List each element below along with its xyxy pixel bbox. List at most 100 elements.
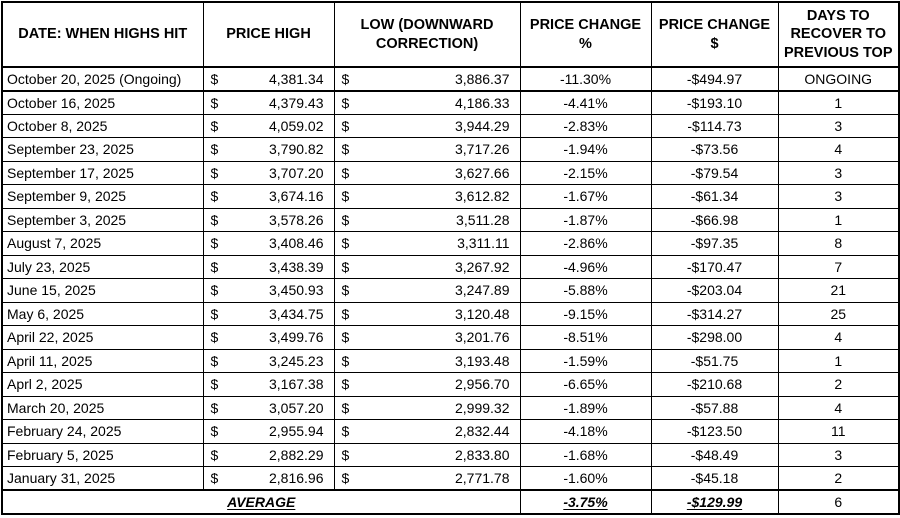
cell-days-to-recover: 4: [777, 137, 900, 162]
average-section: AVERAGE -3.75% -$129.99 6: [1, 489, 900, 515]
currency-symbol: $: [210, 70, 219, 87]
cell-date: March 20, 2025: [1, 395, 204, 420]
cell-date: October 20, 2025 (Ongoing): [1, 66, 204, 92]
cell-days-to-recover: 21: [777, 278, 900, 303]
amount-value: 3,886.37: [455, 70, 510, 87]
cell-days-to-recover: 2: [777, 372, 900, 397]
header-price-change-pct: PRICE CHANGE %: [519, 1, 652, 68]
cell-high-amount: $3,578.26: [202, 207, 335, 232]
cell-low-amount: $3,886.37: [333, 66, 521, 92]
average-label: AVERAGE: [227, 493, 296, 510]
cell-price-change-pct: -4.18%: [519, 419, 652, 444]
cell-days-to-recover: 3: [777, 160, 900, 185]
cell-price-change-usd: -$193.10: [650, 90, 779, 115]
currency-symbol: $: [210, 305, 219, 322]
amount-value: 4,186.33: [455, 94, 510, 111]
amount-value: 3,707.20: [269, 164, 324, 181]
cell-price-change-usd: -$48.49: [650, 442, 779, 467]
header-days-to-recover: DAYS TO RECOVER TO PREVIOUS TOP: [777, 1, 900, 68]
currency-symbol: $: [341, 164, 350, 181]
cell-low-amount: $4,186.33: [333, 90, 521, 115]
amount-value: 3,434.75: [269, 305, 324, 322]
cell-date: September 17, 2025: [1, 160, 204, 185]
amount-value: 3,450.93: [269, 282, 324, 299]
cell-price-change-pct: -5.88%: [519, 278, 652, 303]
currency-symbol: $: [341, 211, 350, 228]
cell-days-to-recover: 3: [777, 184, 900, 209]
header-date: DATE: WHEN HIGHS HIT: [1, 1, 204, 68]
amount-value: 2,771.78: [455, 470, 510, 486]
cell-low-amount: $3,717.26: [333, 137, 521, 162]
table-row: September 3, 2025 $3,578.26 $3,511.28 -1.87…: [1, 207, 900, 232]
table-row: February 5, 2025 $2,882.29 $2,833.80 -1.68%…: [1, 442, 900, 467]
amount-value: 2,816.96: [269, 470, 324, 486]
amount-value: 3,944.29: [455, 117, 510, 134]
amount-value: 3,627.66: [455, 164, 510, 181]
cell-price-change-usd: -$298.00: [650, 325, 779, 350]
cell-price-change-usd: -$79.54: [650, 160, 779, 185]
table-row: September 23, 2025 $3,790.82 $3,717.26 -1.9…: [1, 137, 900, 162]
cell-low-amount: $3,511.28: [333, 207, 521, 232]
currency-symbol: $: [210, 188, 219, 205]
cell-price-change-usd: -$203.04: [650, 278, 779, 303]
amount-value: 4,379.43: [269, 94, 324, 111]
cell-low-amount: $2,832.44: [333, 419, 521, 444]
table-row: October 8, 2025 $4,059.02 $3,944.29 -2.83% -…: [1, 113, 900, 138]
amount-value: 3,267.92: [455, 258, 510, 275]
amount-value: 3,201.76: [455, 329, 510, 346]
table-row: October 20, 2025 (Ongoing) $4,381.34 $3,88…: [1, 66, 900, 92]
amount-value: 2,956.70: [455, 376, 510, 393]
cell-price-change-usd: -$51.75: [650, 348, 779, 373]
average-label-cell: AVERAGE: [1, 489, 521, 515]
currency-symbol: $: [210, 94, 219, 111]
amount-value: 3,438.39: [269, 258, 324, 275]
cell-price-change-usd: -$97.35: [650, 231, 779, 256]
cell-date: October 16, 2025: [1, 90, 204, 115]
currency-symbol: $: [341, 446, 350, 463]
currency-symbol: $: [341, 117, 350, 134]
cell-price-change-pct: -2.15%: [519, 160, 652, 185]
cell-days-to-recover: 1: [777, 348, 900, 373]
cell-date: July 23, 2025: [1, 254, 204, 279]
cell-price-change-pct: -1.87%: [519, 207, 652, 232]
table-row: October 16, 2025 $4,379.43 $4,186.33 -4.41%…: [1, 90, 900, 115]
cell-high-amount: $3,245.23: [202, 348, 335, 373]
amount-value: 3,717.26: [455, 141, 510, 158]
table-row: September 9, 2025 $3,674.16 $3,612.82 -1.67…: [1, 184, 900, 209]
cell-date: Aprl 2, 2025: [1, 372, 204, 397]
currency-symbol: $: [341, 70, 350, 87]
amount-value: 3,790.82: [269, 141, 324, 158]
cell-days-to-recover: 2: [777, 466, 900, 491]
currency-symbol: $: [341, 235, 350, 252]
table-row: Aprl 2, 2025 $3,167.38 $2,956.70 -6.65% -$21…: [1, 372, 900, 397]
currency-symbol: $: [210, 117, 219, 134]
cell-date: June 15, 2025: [1, 278, 204, 303]
currency-symbol: $: [210, 446, 219, 463]
table-row: January 31, 2025 $2,816.96 $2,771.78 -1.60%…: [1, 466, 900, 491]
cell-price-change-pct: -9.15%: [519, 301, 652, 326]
amount-value: 3,311.11: [457, 235, 510, 252]
amount-value: 3,511.28: [456, 211, 510, 228]
cell-price-change-pct: -2.86%: [519, 231, 652, 256]
cell-price-change-pct: -8.51%: [519, 325, 652, 350]
table-row: June 15, 2025 $3,450.93 $3,247.89 -5.88% -$2…: [1, 278, 900, 303]
cell-price-change-usd: -$170.47: [650, 254, 779, 279]
header-price-high: PRICE HIGH: [202, 1, 335, 68]
cell-price-change-pct: -2.83%: [519, 113, 652, 138]
amount-value: 2,999.32: [455, 399, 510, 416]
cell-price-change-pct: -11.30%: [519, 66, 652, 92]
currency-symbol: $: [210, 470, 219, 486]
cell-date: January 31, 2025: [1, 466, 204, 491]
amount-value: 2,955.94: [269, 423, 324, 440]
cell-high-amount: $2,882.29: [202, 442, 335, 467]
currency-symbol: $: [341, 399, 350, 416]
cell-days-to-recover: 11: [777, 419, 900, 444]
cell-low-amount: $3,247.89: [333, 278, 521, 303]
table-row: September 17, 2025 $3,707.20 $3,627.66 -2.1…: [1, 160, 900, 185]
cell-high-amount: $3,438.39: [202, 254, 335, 279]
amount-value: 4,059.02: [269, 117, 324, 134]
currency-symbol: $: [210, 423, 219, 440]
currency-symbol: $: [210, 141, 219, 158]
amount-value: 3,245.23: [269, 352, 324, 369]
